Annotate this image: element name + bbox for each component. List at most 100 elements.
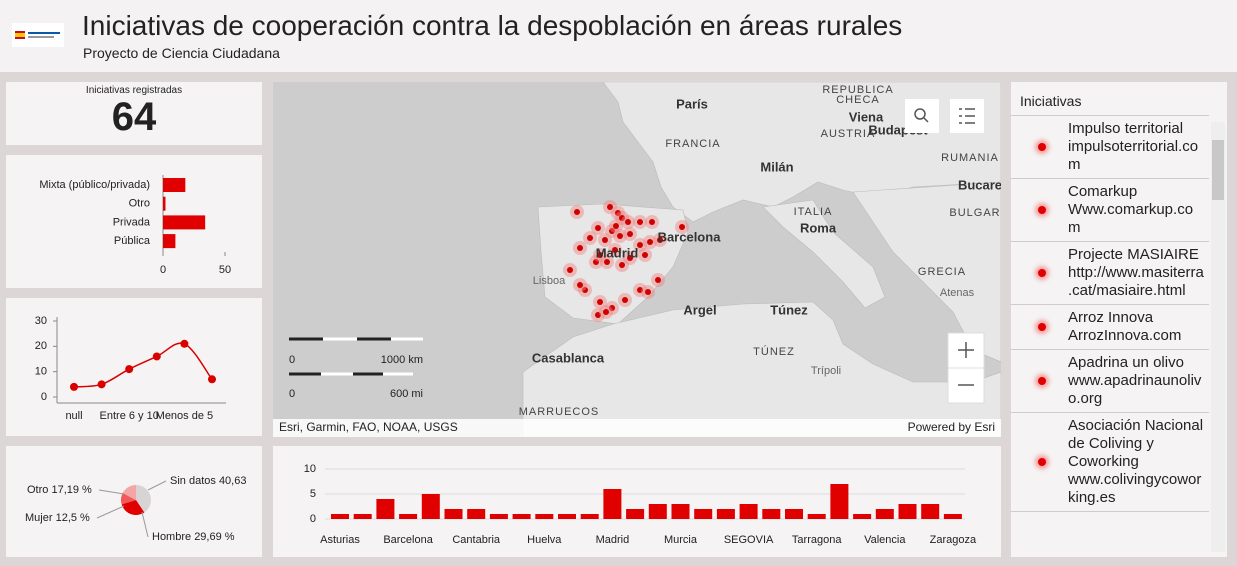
list-icon [1038,269,1046,277]
indicator-value: 64 [111,95,157,139]
bar [376,499,395,519]
item-url: http://www.masiterra.cat/masiaire.html [1068,264,1204,299]
y-tick-label: 20 [35,340,47,352]
scale-label: 0 [289,388,295,400]
map-point [612,247,618,253]
place-label: Barcelona [658,229,722,244]
bar [603,489,622,519]
x-tick-label: Tarragona [792,534,842,546]
map-point [595,312,601,318]
x-tick-label: 50 [219,264,231,276]
scale-bar [289,337,423,376]
list-title: Iniciativas [1020,93,1082,109]
list-item[interactable]: Comarkup Www.comarkup.com [1011,179,1209,242]
powered-by: Powered by Esri [908,420,995,434]
map-point [622,297,628,303]
scrollbar[interactable] [1211,122,1225,552]
map-point [603,309,609,315]
scale-label: 0 [289,354,295,366]
indicator: Iniciativas registradas 64 [6,82,262,145]
search-button[interactable] [905,99,939,133]
list-icon [1038,377,1046,385]
map-point [617,233,623,239]
place-label: Viena [849,109,884,124]
bar [399,514,418,519]
leader-line [96,505,125,519]
x-tick-label: Huelva [527,534,562,546]
list-item[interactable]: Apadrina un olivo www.apadrinaunolivo.org [1011,350,1209,413]
point [180,339,189,348]
logo [12,23,64,47]
list-item[interactable]: Impulso territorial impulsoterritorial.co… [1011,116,1209,179]
value-label: 17,19 % [51,484,92,496]
x-tick-label: Entre 6 y 10 [100,410,159,422]
list-text: Apadrina un olivo www.apadrinaunolivo.org [1068,354,1204,408]
leader-line [147,480,167,491]
title: Iniciativas de cooperación contra la des… [82,10,903,41]
legend-button[interactable] [950,99,984,133]
map-point [567,267,573,273]
list-item[interactable]: Arroz Innova ArrozInnova.com [1011,305,1209,350]
bar [785,509,803,519]
bar [671,504,690,519]
bar [694,509,713,519]
item-name: Asociación Nacional de Coliving y Cowork… [1068,417,1204,470]
map-point [587,235,593,241]
list-text: Asociación Nacional de Coliving y Cowork… [1068,417,1204,507]
place-label: AUSTRIA [821,128,876,140]
slice-label: Mujer 12,5 % [25,512,90,524]
indicator-label: Iniciativas registradas [85,85,183,96]
bar [163,234,176,249]
category: Mujer [25,512,53,524]
map-point [602,237,608,243]
place-label: ITALIA [794,206,833,218]
slice [121,500,145,515]
item-url: ArrozInnova.com [1068,327,1182,344]
bar [535,514,554,519]
category: Otro [27,484,48,496]
list-icon [1038,323,1046,331]
point [208,375,216,384]
bar [580,514,599,519]
item-url: Www.comarkup.com [1068,201,1194,236]
place-label: Trípoli [811,365,841,377]
map-point [625,219,631,225]
subtitle: Proyecto de Ciencia Ciudadana [83,45,280,61]
zoom-out[interactable] [947,367,985,404]
place-label: CHECA [836,94,880,106]
map-point [627,231,633,237]
map-point [657,237,663,243]
bar [421,494,440,519]
list-icon [1038,206,1046,214]
slice-label: Sin datos 40,63 [170,475,246,487]
y-tick-label: 10 [304,463,316,475]
place-label: Milán [760,159,793,174]
list-item[interactable]: Projecte MASIAIRE http://www.masiterra.ca… [1011,242,1209,305]
item-name: Comarkup [1068,183,1138,200]
y-tick-label: 10 [35,366,47,378]
chart: Sin datos 40,63 Hombre 29,69 % Mujer 12,5 … [25,475,246,543]
map-point [649,219,655,225]
place-label: BULGAR [949,207,1000,219]
bar [163,178,186,192]
bar [648,504,667,519]
bar [807,514,826,519]
bar [163,196,166,211]
map-point [619,262,625,268]
item-name: Projecte MASIAIRE [1068,246,1199,263]
line [73,342,213,388]
chart: 0 50 Mixta (público/privada) Otro Privada Púb… [39,175,231,276]
bar [898,504,917,519]
bar [739,504,758,519]
item-name: Arroz Innova [1068,309,1154,326]
place-label: Argel [683,302,716,317]
map-point [582,287,588,293]
x-tick-label: Cantabria [452,534,501,546]
bar [762,509,781,519]
map-point [609,228,615,234]
zoom-in[interactable] [947,332,985,369]
list-item[interactable]: Asociación Nacional de Coliving y Cowork… [1011,413,1209,512]
list-text: Arroz Innova ArrozInnova.com [1068,309,1204,345]
place-label: RUMANIA [941,152,999,164]
